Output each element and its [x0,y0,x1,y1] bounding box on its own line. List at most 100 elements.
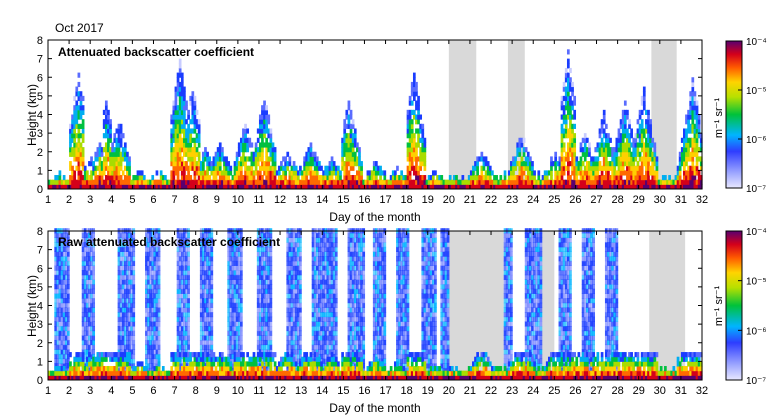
noise-cell [324,232,328,239]
noise-cell [328,265,332,271]
noise-cell [328,339,332,346]
backscatter-cell [693,109,697,115]
backscatter-cell [180,137,184,143]
backscatter-cell [415,81,418,88]
backscatter-cell [172,179,176,185]
backscatter-cell [583,156,587,162]
noise-cell [121,284,125,290]
backscatter-cell [358,161,361,167]
backscatter-cell [102,147,106,153]
backscatter-cell [685,161,688,167]
noise-cell [149,339,152,346]
backscatter-cell [585,179,589,185]
backscatter-cell [191,161,195,167]
noise-cell [258,288,262,294]
backscatter-cell [438,179,441,185]
backscatter-cell [267,179,271,185]
noise-cell [227,279,231,285]
backscatter-cell [128,175,131,181]
backscatter-cell [448,175,452,181]
backscatter-cell [254,161,258,167]
noise-cell [123,232,127,239]
backscatter-cell [250,170,254,176]
backscatter-cell [575,170,579,176]
backscatter-cell [564,184,568,190]
noise-cell [178,293,182,299]
noise-cell [311,298,315,304]
noise-cell [320,349,323,355]
noise-cell [299,325,302,332]
backscatter-cell [687,147,690,153]
noise-cell [85,284,89,290]
backscatter-cell [351,119,355,125]
backscatter-cell [630,170,633,176]
noise-cell [237,288,241,294]
noise-cell [64,284,68,290]
backscatter-cell [349,133,353,139]
backscatter-cell [583,137,587,143]
backscatter-cell [210,184,214,190]
noise-cell [334,325,338,332]
noise-cell [123,330,127,336]
backscatter-cell [573,170,577,176]
backscatter-cell [248,184,252,190]
backscatter-cell [410,156,414,162]
backscatter-cell [604,151,608,157]
noise-cell [155,353,159,360]
backscatter-cell [583,133,587,139]
noise-cell [92,251,96,257]
noise-cell [347,237,351,243]
backscatter-cell [73,151,77,157]
backscatter-cell [569,119,572,125]
backscatter-cell [647,147,650,153]
noise-cell [324,265,328,271]
backscatter-cell [349,147,353,153]
noise-cell [258,298,262,304]
backscatter-cell [351,133,355,139]
backscatter-cell [183,142,186,148]
backscatter-cell [339,179,342,185]
backscatter-cell [406,179,410,185]
noise-cell [183,335,186,341]
backscatter-cell [102,165,106,171]
backscatter-cell [332,170,336,176]
backscatter-cell [598,133,602,139]
noise-cell [233,298,237,304]
backscatter-cell [113,151,117,157]
backscatter-cell [619,156,623,162]
noise-cell [233,232,237,239]
noise-cell [149,237,152,243]
backscatter-cell [239,170,243,176]
backscatter-cell [417,95,420,102]
backscatter-cell [695,123,699,129]
backscatter-cell [187,170,190,176]
noise-cell [88,325,91,332]
backscatter-cell [636,119,640,125]
noise-cell [155,363,159,369]
backscatter-cell [457,179,460,185]
noise-cell [176,251,180,257]
noise-cell [267,232,271,239]
noise-cell [85,316,89,322]
backscatter-cell [480,184,484,190]
backscatter-cell [566,114,570,120]
backscatter-cell [657,179,661,185]
backscatter-cell [687,165,690,171]
noise-cell [54,298,58,304]
noise-cell [290,349,294,355]
backscatter-cell [189,128,193,134]
noise-cell [324,339,328,346]
backscatter-cell [697,128,701,134]
backscatter-cell [590,179,593,185]
noise-cell [128,260,131,266]
noise-cell [130,330,133,336]
backscatter-cell [341,151,344,157]
noise-cell [294,367,298,374]
noise-cell [269,293,273,299]
y-tick-label: 8 [37,35,43,47]
noise-cell [332,316,336,322]
backscatter-cell [265,137,269,143]
backscatter-cell [488,184,492,190]
backscatter-cell [651,170,655,176]
backscatter-cell [685,147,688,153]
